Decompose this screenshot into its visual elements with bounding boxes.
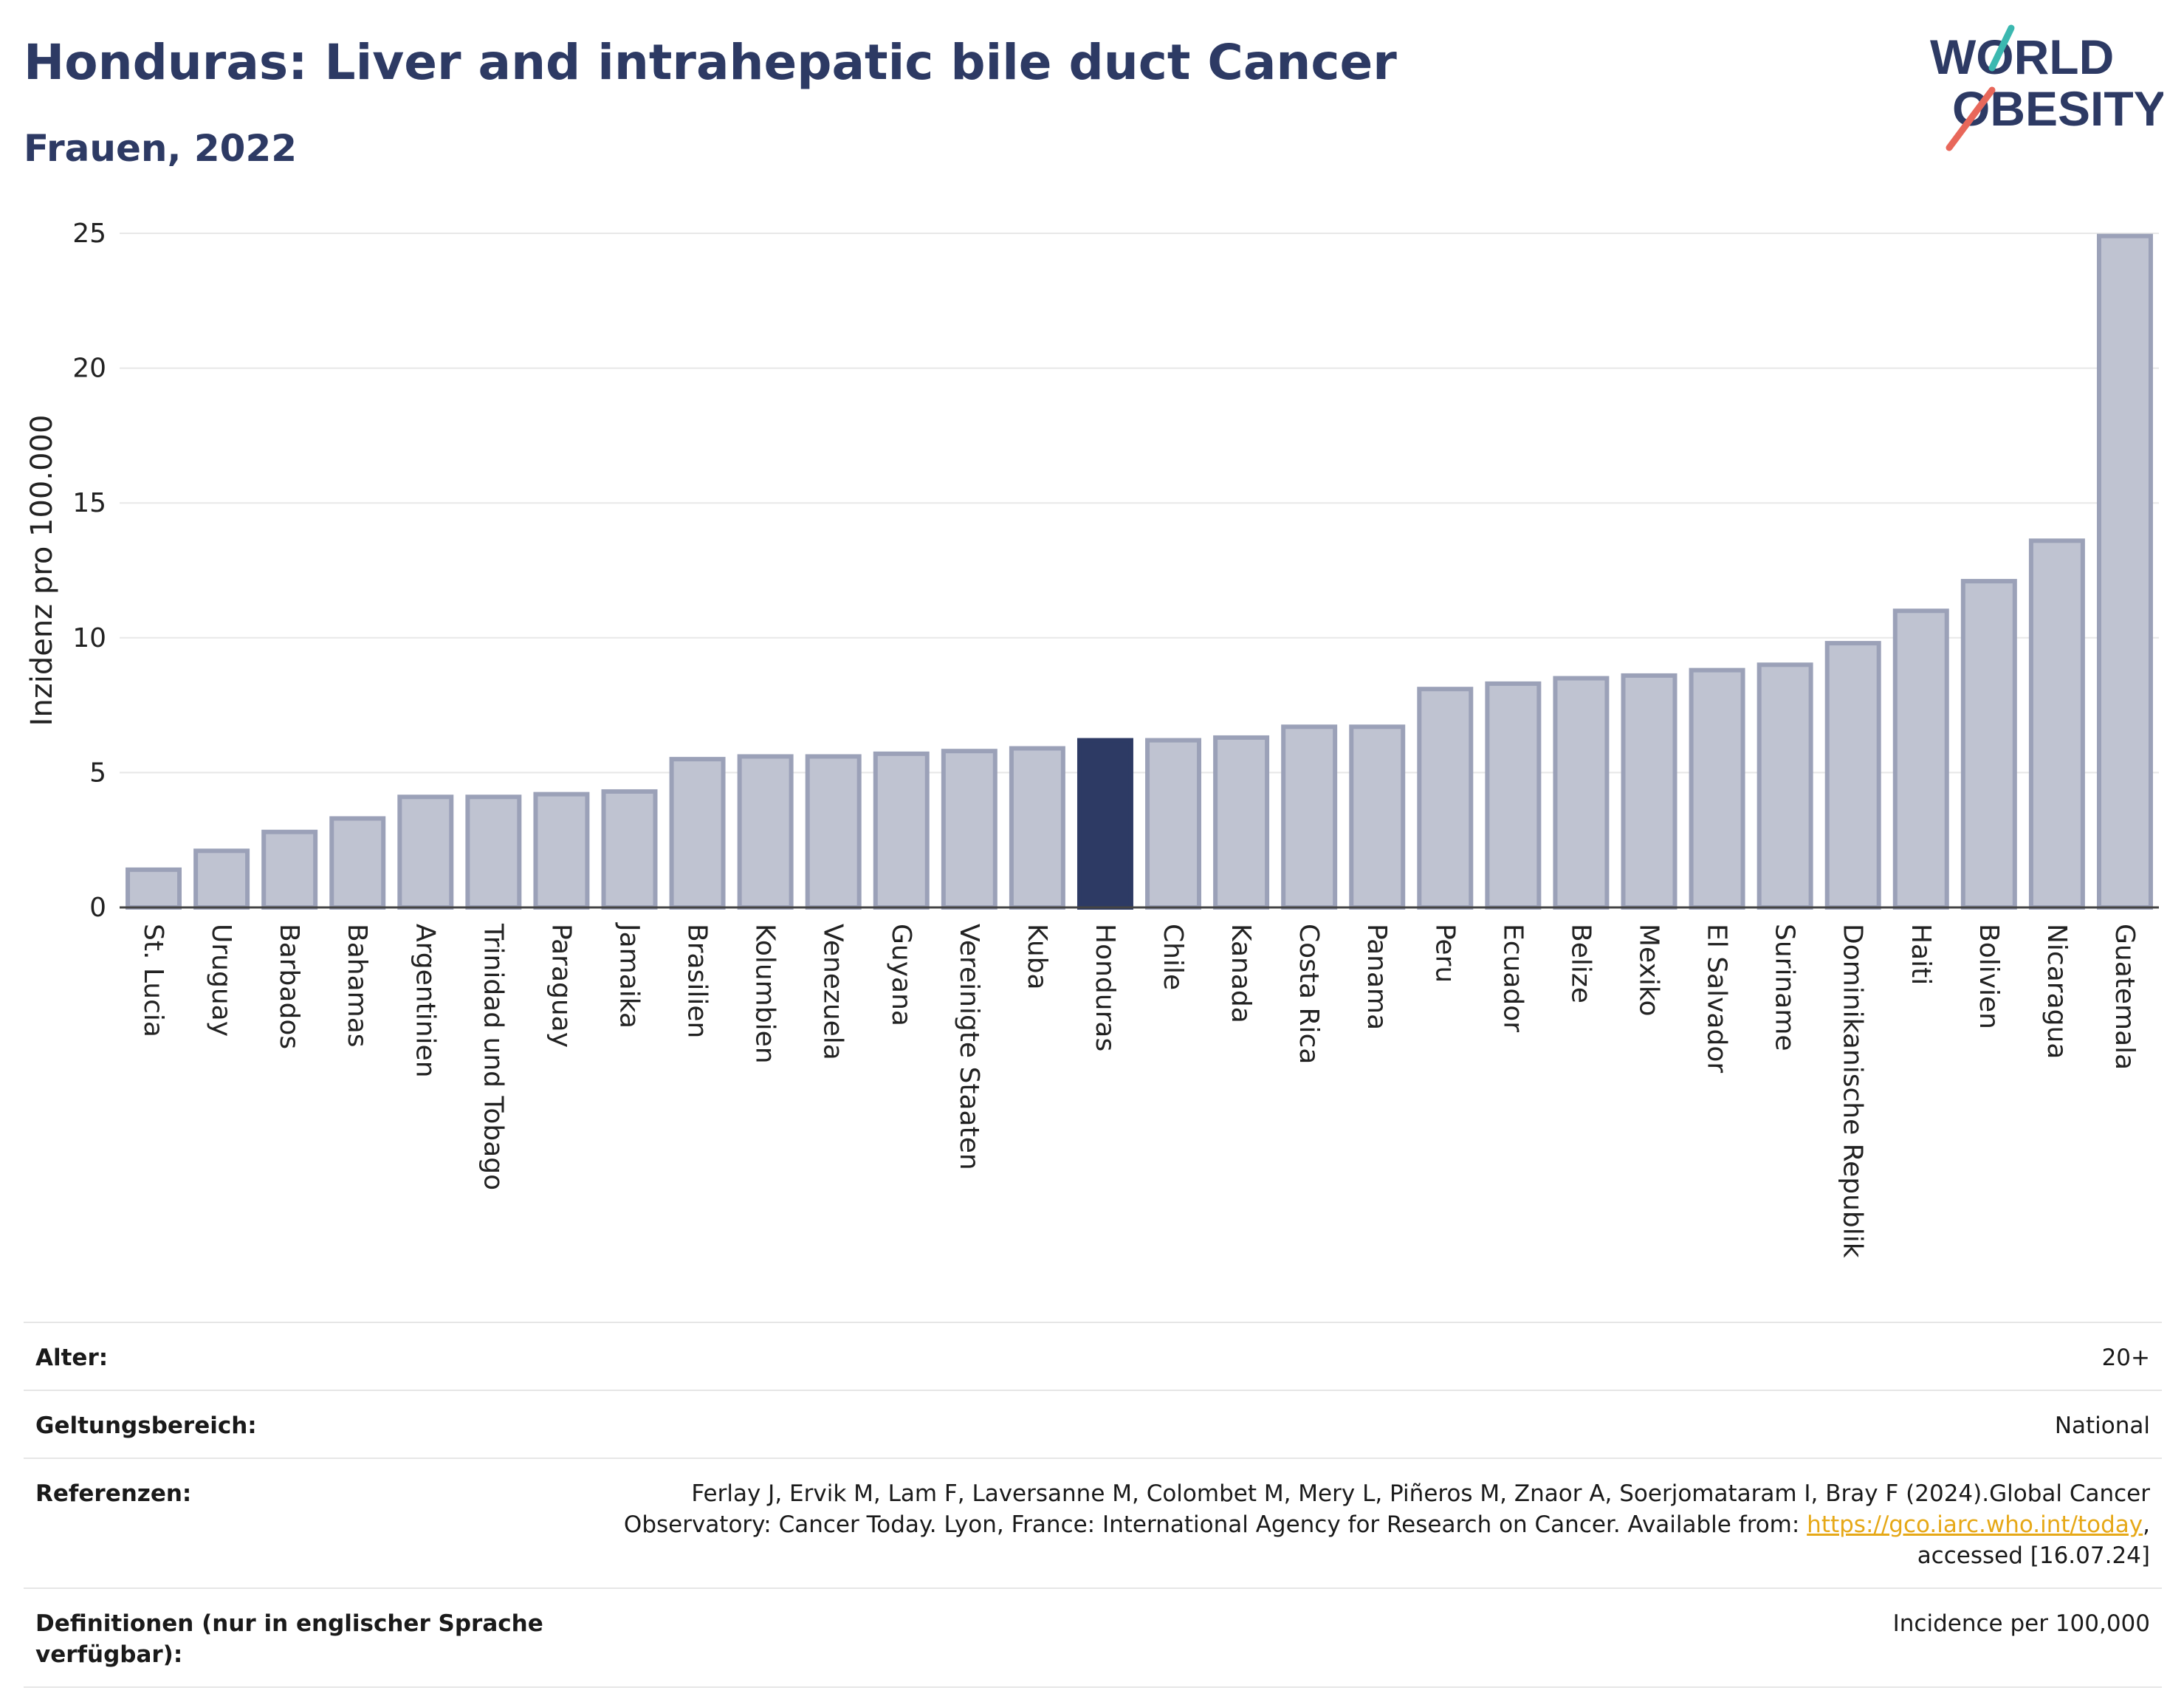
ref-link[interactable]: https://gco.iarc.who.int/today bbox=[1807, 1511, 2143, 1538]
x-tick-label: Peru bbox=[1429, 924, 1460, 983]
meta-def-value: Incidence per 100,000 bbox=[1892, 1610, 2150, 1637]
meta-row-references: Referenzen: Ferlay J, Ervik M, Lam F, La… bbox=[24, 1459, 2162, 1589]
bar bbox=[1281, 724, 1338, 910]
bar bbox=[261, 829, 318, 910]
x-tick-label: Brasilien bbox=[682, 924, 712, 1038]
y-tick-label: 5 bbox=[89, 758, 106, 788]
x-tick-label: Guyana bbox=[886, 924, 916, 1026]
x-tick-label: Trinidad und Tobago bbox=[478, 923, 508, 1190]
meta-scope-label: Geltungsbereich: bbox=[35, 1412, 257, 1439]
x-tick-label: Costa Rica bbox=[1294, 924, 1324, 1064]
bar bbox=[737, 754, 794, 910]
x-tick-label: El Salvador bbox=[1702, 924, 1732, 1073]
bar bbox=[126, 867, 182, 910]
x-tick-label: Venezuela bbox=[818, 924, 848, 1060]
y-tick-label: 0 bbox=[89, 893, 106, 923]
bar bbox=[1892, 608, 1949, 910]
y-tick-label: 15 bbox=[72, 488, 106, 518]
x-tick-label: Haiti bbox=[1906, 924, 1936, 985]
bar bbox=[1757, 662, 1813, 910]
meta-age-value: 20+ bbox=[2101, 1345, 2150, 1371]
x-tick-label: Vereinigte Staaten bbox=[954, 924, 984, 1170]
bar bbox=[2028, 538, 2085, 910]
bar bbox=[1824, 641, 1881, 910]
bar bbox=[1145, 738, 1202, 910]
meta-def-label: Definitionen (nur in englischer Sprache … bbox=[35, 1610, 543, 1668]
x-tick-label: Jamaika bbox=[614, 922, 645, 1029]
x-tick-label: Barbados bbox=[274, 924, 304, 1049]
bar bbox=[1960, 579, 2017, 910]
meta-ref-value: Ferlay J, Ervik M, Lam F, Laversanne M, … bbox=[585, 1478, 2150, 1571]
bar-chart: 0 5 10 15 20 25 Inzidenz pro 100.000 St. Lucia U… bbox=[25, 219, 2159, 1258]
bar bbox=[1621, 673, 1678, 910]
bar bbox=[329, 816, 386, 910]
x-tick-label: Ecuador bbox=[1497, 924, 1528, 1032]
bar bbox=[1009, 746, 1065, 910]
x-tick-label: Suriname bbox=[1770, 924, 1800, 1051]
x-tick-label: Uruguay bbox=[206, 924, 236, 1037]
ref-text: Ferlay J, Ervik M, Lam F, Laversanne M, … bbox=[623, 1480, 2150, 1538]
logo-slash-teal bbox=[1988, 24, 2015, 72]
x-tick-label: Belize bbox=[1565, 924, 1596, 1003]
metadata-table: Alter: 20+ Geltungsbereich: National Ref… bbox=[24, 1322, 2162, 1688]
logo-word-world: WORLD bbox=[1930, 30, 2114, 84]
bar bbox=[669, 757, 726, 910]
x-tick-label: Dominikanische Republik bbox=[1838, 924, 1868, 1258]
x-tick-label: Kolumbien bbox=[750, 924, 780, 1064]
bar bbox=[1076, 738, 1133, 910]
meta-row-definitions: Definitionen (nur in englischer Sprache … bbox=[24, 1589, 2162, 1688]
logo-word-obesity: OBESITY bbox=[1952, 81, 2163, 136]
x-tick-label: Kanada bbox=[1226, 924, 1256, 1023]
bar bbox=[941, 749, 997, 910]
bar bbox=[193, 848, 250, 910]
x-tick-label: Guatemala bbox=[2109, 924, 2140, 1070]
bar bbox=[533, 792, 590, 910]
meta-row-age: Alter: 20+ bbox=[24, 1323, 2162, 1391]
bar bbox=[1689, 667, 1745, 910]
meta-ref-label: Referenzen: bbox=[35, 1480, 192, 1507]
chart-title: Honduras: Liver and intrahepatic bile du… bbox=[24, 34, 1397, 91]
chart-subtitle: Frauen, 2022 bbox=[24, 127, 298, 170]
y-tick-label: 20 bbox=[72, 354, 106, 384]
x-tick-label: St. Lucia bbox=[138, 924, 168, 1037]
bar bbox=[601, 789, 658, 910]
x-tick-label: Bolivien bbox=[1974, 924, 2004, 1029]
x-tick-label: Nicaragua bbox=[2042, 924, 2072, 1059]
bar bbox=[805, 754, 862, 910]
bar bbox=[1553, 676, 1610, 910]
x-tick-label: Mexiko bbox=[1634, 924, 1664, 1016]
x-tick-label: Paraguay bbox=[546, 924, 576, 1048]
bar bbox=[873, 751, 930, 910]
y-tick-label: 25 bbox=[72, 219, 106, 249]
y-axis-label: Inzidenz pro 100.000 bbox=[25, 415, 59, 727]
bar bbox=[1485, 681, 1542, 910]
bar bbox=[465, 794, 522, 910]
meta-row-scope: Geltungsbereich: National bbox=[24, 1391, 2162, 1459]
bar bbox=[1213, 735, 1270, 910]
x-tick-label: Honduras bbox=[1090, 924, 1120, 1051]
logo-slash-coral bbox=[1946, 86, 1996, 151]
x-tick-label: Chile bbox=[1158, 924, 1188, 990]
bar bbox=[1417, 687, 1474, 910]
x-tick-label: Bahamas bbox=[342, 924, 372, 1048]
meta-age-label: Alter: bbox=[35, 1345, 109, 1371]
y-tick-label: 10 bbox=[72, 623, 106, 653]
ref-accessed: , accessed [16.07.24] bbox=[1917, 1511, 2150, 1569]
world-obesity-logo: WORLD OBESITY bbox=[1930, 24, 2163, 151]
x-tick-label: Panama bbox=[1361, 924, 1392, 1030]
x-tick-label: Argentinien bbox=[410, 924, 440, 1078]
bar bbox=[1349, 724, 1406, 910]
x-tick-label: Kuba bbox=[1022, 924, 1052, 990]
bar bbox=[397, 794, 454, 910]
bar bbox=[2096, 233, 2153, 910]
meta-scope-value: National bbox=[2054, 1412, 2150, 1439]
